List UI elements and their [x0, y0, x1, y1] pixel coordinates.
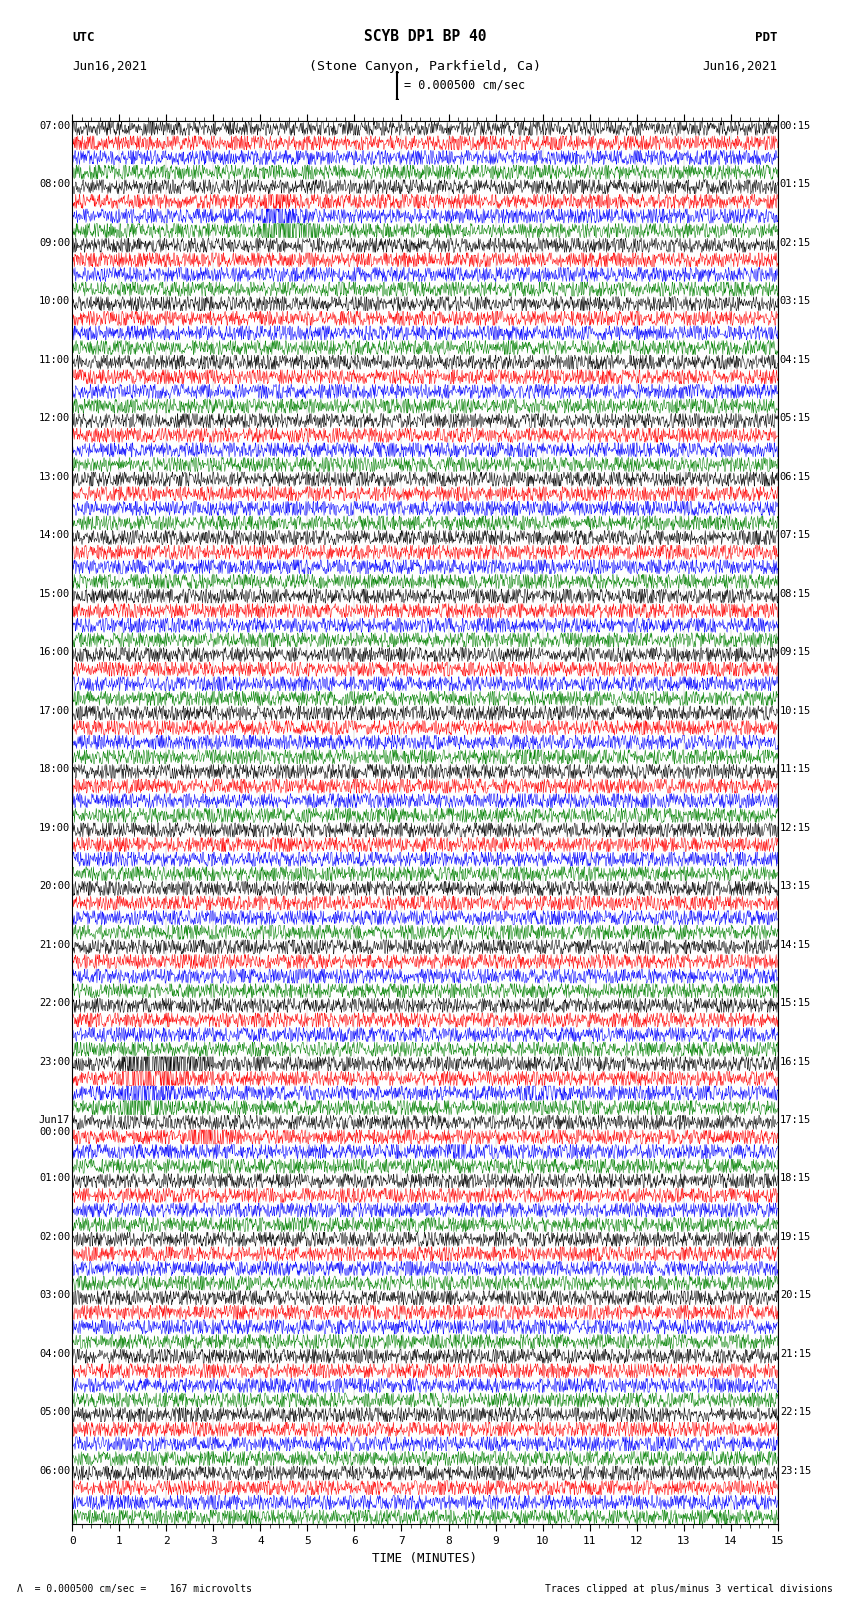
Text: 20:00: 20:00 — [39, 881, 71, 890]
Text: 12:15: 12:15 — [779, 823, 811, 832]
Text: 04:15: 04:15 — [779, 355, 811, 365]
Text: 10:15: 10:15 — [779, 705, 811, 716]
Text: 20:15: 20:15 — [779, 1290, 811, 1300]
Text: 04:00: 04:00 — [39, 1348, 71, 1358]
Text: 05:00: 05:00 — [39, 1407, 71, 1418]
Text: 02:00: 02:00 — [39, 1232, 71, 1242]
Text: Jun16,2021: Jun16,2021 — [72, 60, 147, 73]
Text: 06:15: 06:15 — [779, 473, 811, 482]
Text: 21:00: 21:00 — [39, 939, 71, 950]
Text: 18:00: 18:00 — [39, 765, 71, 774]
Text: 12:00: 12:00 — [39, 413, 71, 423]
Text: Λ  = 0.000500 cm/sec =    167 microvolts: Λ = 0.000500 cm/sec = 167 microvolts — [17, 1584, 252, 1594]
Text: 16:15: 16:15 — [779, 1057, 811, 1066]
Text: 19:00: 19:00 — [39, 823, 71, 832]
Text: 15:00: 15:00 — [39, 589, 71, 598]
Text: 16:00: 16:00 — [39, 647, 71, 656]
Text: Traces clipped at plus/minus 3 vertical divisions: Traces clipped at plus/minus 3 vertical … — [545, 1584, 833, 1594]
Text: 11:15: 11:15 — [779, 765, 811, 774]
Text: 13:00: 13:00 — [39, 473, 71, 482]
Text: UTC: UTC — [72, 31, 94, 44]
Text: 01:00: 01:00 — [39, 1174, 71, 1184]
Text: 06:00: 06:00 — [39, 1466, 71, 1476]
Text: PDT: PDT — [756, 31, 778, 44]
Text: 03:00: 03:00 — [39, 1290, 71, 1300]
Text: 11:00: 11:00 — [39, 355, 71, 365]
Text: Jun17
00:00: Jun17 00:00 — [39, 1115, 71, 1137]
Text: 23:15: 23:15 — [779, 1466, 811, 1476]
Text: 07:00: 07:00 — [39, 121, 71, 131]
Text: 14:00: 14:00 — [39, 531, 71, 540]
Text: 22:00: 22:00 — [39, 998, 71, 1008]
Text: SCYB DP1 BP 40: SCYB DP1 BP 40 — [364, 29, 486, 44]
Text: 18:15: 18:15 — [779, 1174, 811, 1184]
Text: 03:15: 03:15 — [779, 297, 811, 306]
Text: 10:00: 10:00 — [39, 297, 71, 306]
Text: 17:15: 17:15 — [779, 1115, 811, 1124]
Text: 08:15: 08:15 — [779, 589, 811, 598]
Text: 14:15: 14:15 — [779, 939, 811, 950]
Text: 23:00: 23:00 — [39, 1057, 71, 1066]
Text: 13:15: 13:15 — [779, 881, 811, 890]
Text: 02:15: 02:15 — [779, 239, 811, 248]
Text: 08:00: 08:00 — [39, 179, 71, 189]
Text: 07:15: 07:15 — [779, 531, 811, 540]
Text: 09:15: 09:15 — [779, 647, 811, 656]
Text: = 0.000500 cm/sec: = 0.000500 cm/sec — [404, 79, 524, 92]
Text: 19:15: 19:15 — [779, 1232, 811, 1242]
X-axis label: TIME (MINUTES): TIME (MINUTES) — [372, 1552, 478, 1565]
Text: 22:15: 22:15 — [779, 1407, 811, 1418]
Text: 21:15: 21:15 — [779, 1348, 811, 1358]
Text: 17:00: 17:00 — [39, 705, 71, 716]
Text: 09:00: 09:00 — [39, 239, 71, 248]
Text: 15:15: 15:15 — [779, 998, 811, 1008]
Text: 00:15: 00:15 — [779, 121, 811, 131]
Text: (Stone Canyon, Parkfield, Ca): (Stone Canyon, Parkfield, Ca) — [309, 60, 541, 73]
Text: 01:15: 01:15 — [779, 179, 811, 189]
Text: 05:15: 05:15 — [779, 413, 811, 423]
Text: Jun16,2021: Jun16,2021 — [703, 60, 778, 73]
